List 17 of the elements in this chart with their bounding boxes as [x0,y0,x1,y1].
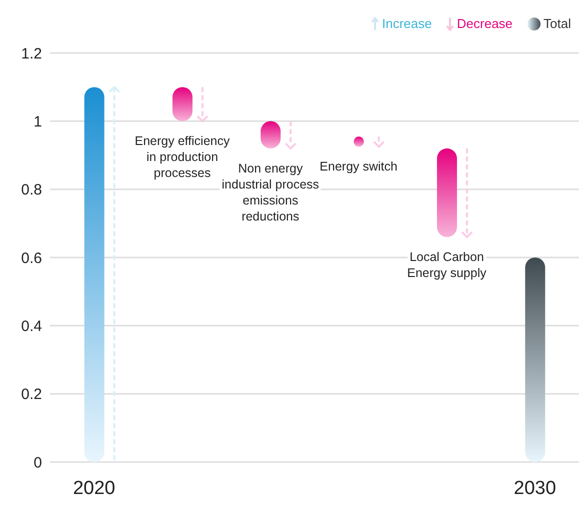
x-tick-label: 2020 [72,478,116,499]
y-tick-label: 0.6 [21,250,42,267]
bar [525,258,546,462]
text: Total [542,16,571,31]
y-tick-label: 0.8 [21,182,42,199]
x-tick-label: Energy switch [320,160,398,174]
y-tick-label: 0 [34,454,42,472]
bar [84,87,104,462]
bar [436,148,457,238]
y-tick-label: 0.2 [21,386,42,404]
x-tick-label: 2030 [514,478,556,499]
x-tick-label: Local Carbon Energy supply [407,250,488,280]
y-tick-label: 1.2 [21,45,42,62]
text: Decrease [456,16,513,31]
y-tick-label: 0.4 [21,318,42,335]
y-tick-label: 1 [34,113,42,130]
text: Increase [381,16,432,31]
